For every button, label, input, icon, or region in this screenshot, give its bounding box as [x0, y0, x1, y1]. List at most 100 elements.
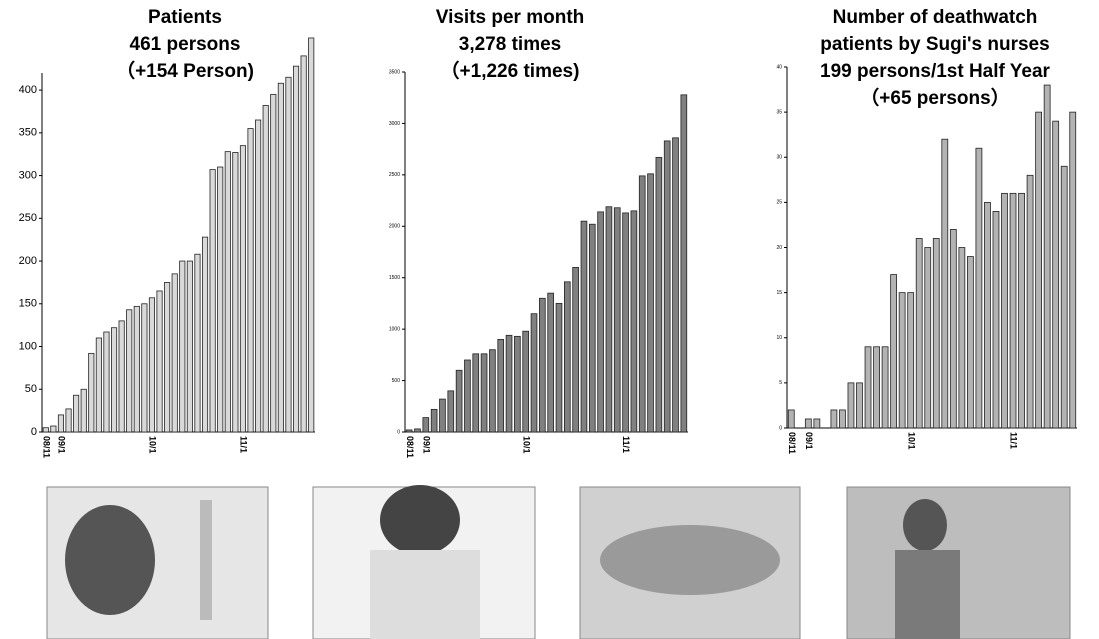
bar: [142, 304, 147, 432]
x-tick-label: 09/1: [421, 436, 431, 454]
y-tick-label: 25: [776, 200, 782, 206]
bar: [1027, 175, 1033, 428]
chart-title: （+154 Person): [116, 59, 254, 82]
photo-figure: [903, 499, 947, 551]
bar: [788, 410, 794, 428]
bar: [489, 350, 495, 432]
y-tick-label: 150: [19, 298, 37, 310]
bar: [656, 157, 662, 432]
bar: [1070, 112, 1076, 428]
y-tick-label: 35: [776, 109, 782, 115]
bar: [664, 141, 670, 432]
bar: [623, 213, 629, 432]
chart-title: Number of deathwatch: [833, 7, 1038, 28]
bar: [218, 167, 223, 432]
chart-title: 461 persons: [130, 34, 241, 55]
y-tick-label: 0: [397, 429, 400, 435]
bar: [51, 426, 56, 432]
bar: [423, 418, 429, 432]
bar: [119, 321, 124, 432]
bar: [43, 428, 48, 432]
x-tick-label: 11/1: [621, 436, 631, 453]
x-tick-label: 11/1: [1009, 432, 1019, 449]
x-tick-label: 08/11: [41, 436, 51, 458]
photo-figure: [380, 485, 460, 555]
bar: [263, 105, 268, 432]
bar: [465, 360, 471, 432]
y-tick-label: 0: [779, 425, 782, 431]
bar: [531, 314, 537, 432]
bar: [58, 415, 63, 432]
x-tick-label: 08/11: [405, 436, 415, 458]
bar: [96, 338, 101, 432]
y-tick-label: 350: [19, 127, 37, 139]
bar: [523, 331, 529, 432]
bar: [149, 298, 154, 432]
x-tick-label: 10/1: [521, 436, 531, 454]
chart-title: 3,278 times: [459, 34, 561, 55]
chart-title: （+65 persons）: [860, 86, 1009, 109]
y-tick-label: 300: [19, 169, 37, 181]
y-tick-label: 50: [25, 383, 37, 395]
bar: [187, 261, 192, 432]
bar: [431, 409, 437, 432]
bar: [248, 129, 253, 432]
y-tick-label: 500: [392, 378, 401, 384]
bar: [506, 335, 512, 432]
bar: [831, 410, 837, 428]
bar: [104, 332, 109, 432]
x-tick-label: 10/1: [906, 432, 916, 450]
bar: [899, 293, 905, 428]
bar: [1061, 166, 1067, 428]
photo-figure: [370, 550, 480, 639]
y-tick-label: 40: [776, 64, 782, 70]
y-tick-label: 100: [19, 340, 37, 352]
x-tick-label: 08/11: [787, 432, 797, 454]
bar: [916, 238, 922, 428]
bar: [874, 347, 880, 428]
bar: [415, 429, 421, 432]
bar: [473, 354, 479, 432]
chart: Patients 461 persons （+154 Person) 0 50 100 15…: [19, 7, 315, 458]
bar: [857, 383, 863, 428]
y-tick-label: 10: [776, 335, 782, 341]
bar: [271, 94, 276, 432]
bar: [598, 212, 604, 432]
bar: [976, 148, 982, 428]
bar: [309, 38, 314, 432]
slide: Patients461 persons（+154 Person)05010015…: [0, 0, 1099, 639]
y-tick-label: 250: [19, 212, 37, 224]
bar: [278, 83, 283, 432]
y-tick-label: 15: [776, 290, 782, 296]
bar: [673, 138, 679, 432]
bar: [950, 229, 956, 428]
bar: [573, 267, 579, 432]
bar: [1044, 85, 1050, 428]
bar: [1053, 121, 1059, 428]
bar: [865, 347, 871, 428]
bar: [195, 254, 200, 432]
bar: [882, 347, 888, 428]
bar: [891, 275, 897, 428]
photos: [47, 485, 1070, 639]
bar: [440, 399, 446, 432]
bar: [908, 293, 914, 428]
bar: [639, 176, 645, 432]
bar: [1019, 193, 1025, 428]
bar: [157, 291, 162, 432]
chart-title: Patients: [148, 7, 222, 28]
y-tick-label: 1000: [389, 326, 400, 332]
bar: [301, 56, 306, 432]
bar: [127, 310, 132, 432]
y-tick-label: 1500: [389, 275, 400, 281]
bar: [564, 282, 570, 432]
y-tick-label: 0: [31, 426, 37, 438]
bar: [933, 238, 939, 428]
bar: [606, 207, 612, 432]
bar: [225, 152, 230, 432]
y-tick-label: 200: [19, 255, 37, 267]
photo-figure: [895, 550, 960, 639]
bar: [967, 257, 973, 428]
